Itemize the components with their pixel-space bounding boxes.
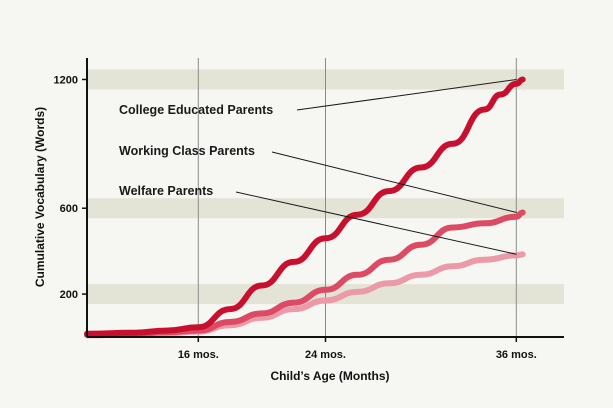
x-axis-title: Child’s Age (Months): [270, 369, 389, 383]
annotation-leader-line: [296, 78, 517, 111]
annotations: College Educated Parents Working Class Pa…: [119, 78, 517, 255]
series-lines: [84, 76, 526, 339]
y-tick-label: 600: [60, 203, 78, 215]
x-tick-label: 16 mos.: [178, 349, 219, 361]
series-line-college-educated-parents: [84, 76, 526, 337]
x-tick-label: 24 mos.: [305, 349, 346, 361]
y-tick-label: 200: [60, 289, 78, 301]
annotation-label: College Educated Parents: [119, 103, 273, 117]
y-tick-label: 1200: [54, 74, 78, 86]
annotation-leader-line: [271, 151, 517, 214]
x-tick-label: 36 mos.: [496, 349, 537, 361]
y-axis-title: Cumulative Vocabulary (Words): [33, 107, 47, 287]
annotation-label: Welfare Parents: [119, 184, 213, 198]
tick-labels: 200 600 1200 16 mos. 24 mos. 36 mos.: [54, 74, 537, 361]
annotation-leader-line: [235, 191, 517, 255]
annotation-label: Working Class Parents: [119, 144, 255, 158]
